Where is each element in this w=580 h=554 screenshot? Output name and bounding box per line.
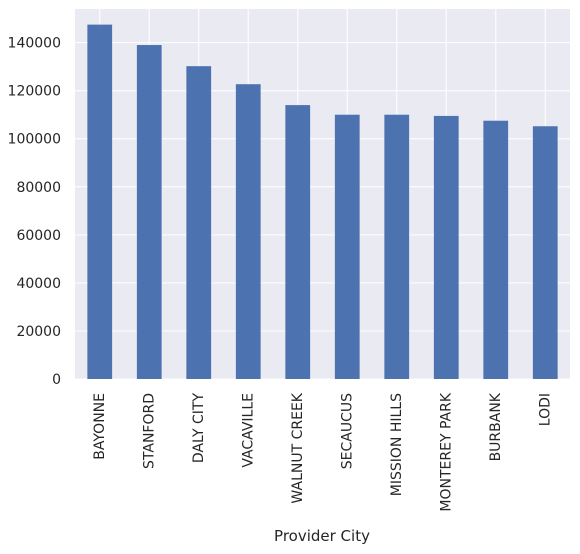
bar-mission-hills xyxy=(384,114,410,379)
bar-bayonne xyxy=(87,24,113,379)
y-tick-label: 40000 xyxy=(16,276,61,292)
x-tick-label: SECAUCUS xyxy=(339,393,355,469)
x-tick-label: VACAVILLE xyxy=(240,393,256,468)
y-tick-label: 120000 xyxy=(8,84,61,100)
x-tick-label: LODI xyxy=(537,393,553,426)
x-tick-label: MONTEREY PARK xyxy=(438,392,454,511)
y-tick-labels: 0 20000 40000 60000 80000 100000 120000 140000 xyxy=(8,36,61,388)
x-tick-label: BURBANK xyxy=(488,392,504,461)
y-tick-label: 20000 xyxy=(16,324,61,340)
y-tick-label: 0 xyxy=(52,372,61,388)
x-tick-label: WALNUT CREEK xyxy=(290,392,306,503)
x-tick-label: MISSION HILLS xyxy=(389,393,405,496)
x-tick-label: DALY CITY xyxy=(191,393,207,464)
y-tick-label: 80000 xyxy=(16,180,61,196)
x-tick-label: STANFORD xyxy=(141,393,157,469)
bar-secaucus xyxy=(334,114,360,379)
y-tick-label: 140000 xyxy=(8,36,61,52)
bar-lodi xyxy=(532,126,558,379)
bar-monterey-park xyxy=(433,115,459,379)
bar-vacaville xyxy=(235,84,261,380)
x-tick-labels: BAYONNE STANFORD DALY CITY VACAVILLE WALNUT … xyxy=(92,392,554,511)
x-tick-label: BAYONNE xyxy=(92,393,108,460)
bars xyxy=(87,24,558,380)
bar-stanford xyxy=(136,45,162,379)
bar-walnut-creek xyxy=(285,105,311,380)
y-tick-label: 100000 xyxy=(8,132,61,148)
x-axis-label: Provider City xyxy=(274,527,370,545)
y-tick-label: 60000 xyxy=(16,228,61,244)
bar-daly-city xyxy=(186,66,212,379)
bar-burbank xyxy=(483,120,509,380)
